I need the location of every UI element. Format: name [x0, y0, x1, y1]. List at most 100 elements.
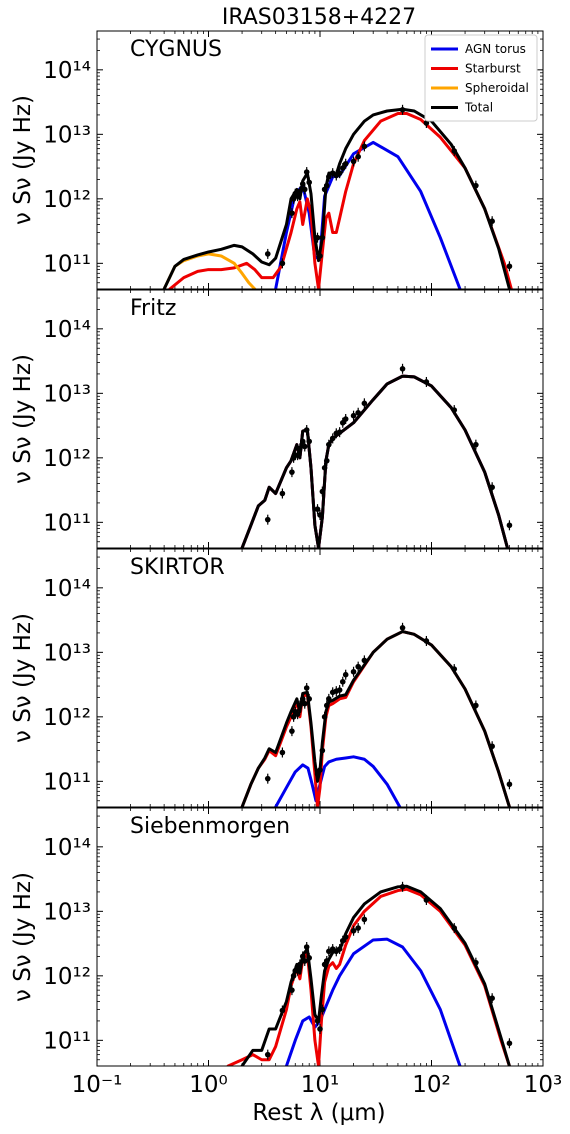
- data-point: [294, 193, 301, 199]
- data-point: [289, 210, 295, 216]
- data-point: [361, 143, 368, 150]
- panel-skirtor: 10¹¹ 10¹² 10¹³ 10¹⁴ SKIRTOR ν Sν (Jy Hz): [10, 548, 544, 808]
- data-point: [355, 663, 361, 670]
- data-point: [336, 946, 343, 952]
- data-point: [323, 958, 330, 964]
- data-point: [339, 165, 346, 171]
- panel-label: Fritz: [130, 296, 176, 321]
- y-tick-label: 10¹⁴: [43, 576, 91, 602]
- y-tick-label: 10¹³: [43, 640, 91, 666]
- data-point: [355, 409, 361, 416]
- series-line-agn-torus: [284, 937, 462, 1066]
- data-point: [506, 263, 513, 270]
- data-point: [355, 153, 361, 160]
- panel-label: Siebenmorgen: [130, 814, 290, 839]
- series-line-total: [240, 884, 511, 1066]
- data-point: [319, 488, 326, 495]
- data-point: [336, 687, 343, 693]
- data-point: [317, 512, 323, 518]
- data-point: [342, 934, 349, 940]
- data-point: [294, 452, 301, 458]
- data-point: [451, 148, 458, 154]
- data-point: [264, 1051, 271, 1058]
- x-tick-label: 10²: [412, 1072, 451, 1098]
- x-tick-label: 10³: [524, 1072, 563, 1098]
- data-point: [314, 771, 321, 777]
- data-point: [279, 260, 286, 267]
- data-point: [314, 1018, 321, 1024]
- series-line-agn-torus: [240, 374, 509, 548]
- data-point: [423, 379, 430, 385]
- panel-label: CYGNUS: [130, 37, 222, 62]
- plot-frame: [96, 807, 544, 1067]
- data-point: [342, 160, 349, 167]
- y-tick-label: 10¹³: [43, 381, 91, 407]
- y-axis-title: ν Sν (Jy Hz): [10, 872, 36, 1002]
- data-point: [350, 668, 357, 675]
- data-point: [451, 666, 458, 672]
- x-tick-label: 10¹: [301, 1072, 340, 1098]
- y-tick-label: 10¹²: [43, 964, 91, 990]
- data-point: [321, 465, 328, 471]
- data-point: [506, 781, 513, 788]
- data-point: [314, 506, 321, 512]
- data-point: [350, 412, 357, 419]
- data-point: [299, 696, 306, 702]
- data-point: [423, 120, 430, 126]
- series-line-starburst: [240, 374, 509, 548]
- data-point: [473, 182, 479, 189]
- y-tick-label: 10¹²: [43, 705, 91, 731]
- y-tick-label: 10¹⁴: [43, 317, 91, 343]
- data-point: [399, 107, 406, 113]
- panel-cygnus: 10¹¹ 10¹² 10¹³ 10¹⁴ CYGNUS ν Sν (Jy Hz) AGN to…: [10, 30, 544, 290]
- data-point: [339, 678, 346, 685]
- data-point: [264, 516, 271, 523]
- panel-siebenmorgen: 10¹¹ 10¹² 10¹³ 10¹⁴ Siebenmorgen ν Sν (Jy Hz)…: [10, 807, 563, 1098]
- data-point: [326, 441, 332, 448]
- panel-fritz: 10¹¹ 10¹² 10¹³ 10¹⁴ Fritz ν Sν (Jy Hz): [10, 289, 544, 549]
- figure-title: IRAS03158+4227: [222, 5, 416, 30]
- data-point: [299, 181, 306, 187]
- data-point: [399, 366, 406, 372]
- data-point: [303, 685, 310, 691]
- data-point: [303, 169, 310, 175]
- data-point: [306, 179, 312, 186]
- y-tick-label: 10¹³: [43, 122, 91, 148]
- data-point: [326, 173, 332, 180]
- y-tick-label: 10¹¹: [43, 769, 91, 795]
- data-point: [342, 671, 349, 678]
- data-point: [423, 897, 430, 903]
- data-point: [306, 438, 312, 445]
- data-point: [317, 1026, 323, 1032]
- data-point: [423, 638, 430, 644]
- data-point: [279, 1007, 286, 1014]
- data-point: [299, 953, 306, 960]
- data-point: [297, 188, 303, 195]
- data-point: [297, 702, 303, 709]
- data-point: [489, 995, 495, 1002]
- data-point: [314, 234, 321, 241]
- data-point: [473, 702, 479, 709]
- data-point: [289, 728, 295, 734]
- y-tick-label: 10¹³: [43, 899, 91, 925]
- series-line-total: [240, 630, 511, 807]
- data-point: [399, 625, 406, 631]
- data-point: [326, 696, 332, 702]
- data-point: [297, 445, 303, 452]
- data-point: [264, 251, 271, 257]
- data-point: [361, 657, 368, 664]
- plot-frame: [96, 30, 544, 290]
- data-point: [489, 743, 495, 750]
- y-tick-label: 10¹¹: [43, 1028, 91, 1054]
- data-point: [355, 925, 361, 931]
- y-tick-label: 10¹¹: [43, 510, 91, 536]
- legend-box: [424, 34, 538, 122]
- y-tick-label: 10¹⁴: [43, 835, 91, 861]
- data-point: [336, 170, 343, 176]
- x-tick-label: 10⁻¹: [72, 1072, 123, 1098]
- data-point: [323, 182, 330, 189]
- panel-label: SKIRTOR: [130, 555, 225, 580]
- data-point: [301, 958, 308, 964]
- data-point: [319, 234, 326, 241]
- plot-frame: [96, 548, 544, 808]
